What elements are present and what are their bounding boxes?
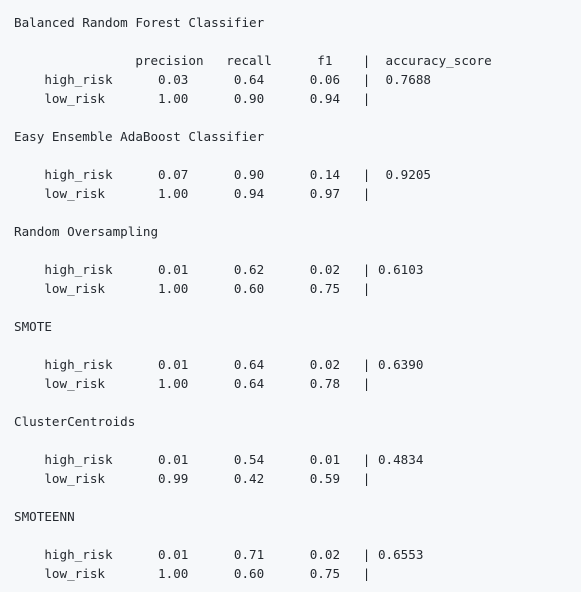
section-title-smote: SMOTE xyxy=(14,319,52,334)
table-row: low_risk 1.00 0.60 0.75 | xyxy=(14,566,371,581)
section-title-eec: Easy Ensemble AdaBoost Classifier xyxy=(14,129,265,144)
table-row: low_risk 1.00 0.90 0.94 | xyxy=(14,91,371,106)
table-row: low_risk 1.00 0.60 0.75 | xyxy=(14,281,371,296)
table-header: precision recall f1 | accuracy_score xyxy=(14,53,492,68)
table-row: high_risk 0.03 0.64 0.06 | 0.7688 xyxy=(14,72,432,87)
table-row: high_risk 0.07 0.90 0.14 | 0.9205 xyxy=(14,167,432,182)
table-row: high_risk 0.01 0.62 0.02 | 0.6103 xyxy=(14,262,424,277)
table-row: high_risk 0.01 0.71 0.02 | 0.6553 xyxy=(14,547,424,562)
table-row: high_risk 0.01 0.54 0.01 | 0.4834 xyxy=(14,452,424,467)
table-row: low_risk 0.99 0.42 0.59 | xyxy=(14,471,371,486)
section-title-cc: ClusterCentroids xyxy=(14,414,136,429)
section-title-smoteenn: SMOTEENN xyxy=(14,509,75,524)
table-row: high_risk 0.01 0.64 0.02 | 0.6390 xyxy=(14,357,424,372)
table-row: low_risk 1.00 0.64 0.78 | xyxy=(14,376,371,391)
section-title-brf: Balanced Random Forest Classifier xyxy=(14,15,265,30)
section-title-ros: Random Oversampling xyxy=(14,224,159,239)
table-row: low_risk 1.00 0.94 0.97 | xyxy=(14,186,371,201)
